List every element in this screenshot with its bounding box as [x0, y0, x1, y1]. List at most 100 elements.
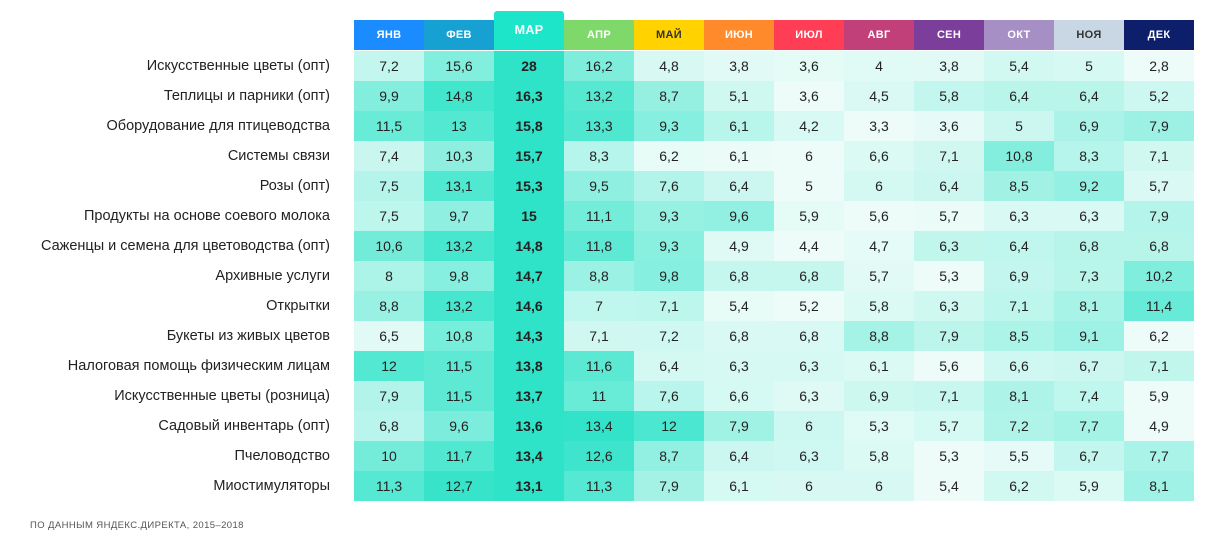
heatmap-cell: 4: [844, 51, 914, 81]
heatmap-cell: 7,9: [704, 411, 774, 441]
row-label: Садовый инвентарь (опт): [158, 418, 330, 434]
heatmap-cell: 7,7: [1054, 411, 1124, 441]
heatmap-cell: 11,3: [354, 471, 424, 501]
heatmap-cell: 13,1: [494, 471, 564, 501]
heatmap-cell: 15,3: [494, 171, 564, 201]
heatmap-cell: 4,2: [774, 111, 844, 141]
heatmap-cell: 6: [844, 171, 914, 201]
heatmap-cell: 11,5: [424, 381, 494, 411]
heatmap-cell: 2,8: [1124, 51, 1194, 81]
heatmap-cell: 9,9: [354, 81, 424, 111]
heatmap-cell: 6,3: [914, 231, 984, 261]
heatmap-cell: 6,6: [704, 381, 774, 411]
heatmap-cell: 9,6: [424, 411, 494, 441]
heatmap-cell: 8,7: [634, 81, 704, 111]
heatmap-cell: 13,1: [424, 171, 494, 201]
heatmap-cell: 7,9: [354, 381, 424, 411]
heatmap-cell: 6: [774, 411, 844, 441]
heatmap-cell: 7,5: [354, 201, 424, 231]
heatmap-cell: 6,1: [844, 351, 914, 381]
heatmap-cell: 11,3: [564, 471, 634, 501]
heatmap-cell: 8,7: [634, 441, 704, 471]
row-label: Букеты из живых цветов: [166, 328, 330, 344]
heatmap-cell: 5: [774, 171, 844, 201]
heatmap-cell: 14,7: [494, 261, 564, 291]
row-label: Искусственные цветы (розница): [114, 388, 330, 404]
heatmap-cell: 14,8: [494, 231, 564, 261]
heatmap-cell: 5,7: [1124, 171, 1194, 201]
heatmap-cell: 12: [354, 351, 424, 381]
heatmap-cell: 12,6: [564, 441, 634, 471]
heatmap-cell: 6,4: [634, 351, 704, 381]
heatmap-cell: 5,6: [914, 351, 984, 381]
heatmap-cell: 4,4: [774, 231, 844, 261]
heatmap-cell: 9,3: [634, 111, 704, 141]
heatmap-cell: 12: [634, 411, 704, 441]
heatmap-cell: 6,9: [1054, 111, 1124, 141]
heatmap-cell: 7,1: [1124, 351, 1194, 381]
heatmap-cell: 6,4: [914, 171, 984, 201]
heatmap-cell: 5,4: [704, 291, 774, 321]
heatmap-cell: 9,8: [424, 261, 494, 291]
heatmap-cell: 15,6: [424, 51, 494, 81]
heatmap-cell: 4,9: [704, 231, 774, 261]
heatmap-cell: 3,6: [774, 51, 844, 81]
heatmap-cell: 5,3: [914, 261, 984, 291]
heatmap-cell: 5: [984, 111, 1054, 141]
heatmap-cell: 5,5: [984, 441, 1054, 471]
heatmap-cell: 5,6: [844, 201, 914, 231]
heatmap-cell: 6,2: [1124, 321, 1194, 351]
heatmap-cell: 8,8: [844, 321, 914, 351]
heatmap-cell: 11,6: [564, 351, 634, 381]
heatmap-cell: 7,9: [1124, 201, 1194, 231]
heatmap-cell: 8,1: [1124, 471, 1194, 501]
row-label: Теплицы и парники (опт): [163, 88, 330, 104]
heatmap-cell: 6,3: [774, 351, 844, 381]
heatmap-cell: 9,3: [634, 231, 704, 261]
column-header-1: ФЕВ: [424, 20, 494, 50]
heatmap-cell: 6,9: [844, 381, 914, 411]
row-label: Саженцы и семена для цветоводства (опт): [40, 238, 330, 254]
heatmap-cell: 7,6: [634, 381, 704, 411]
heatmap-cell: 5: [1054, 51, 1124, 81]
heatmap-cell: 4,5: [844, 81, 914, 111]
heatmap-cell: 5,1: [704, 81, 774, 111]
heatmap-cell: 11,5: [354, 111, 424, 141]
heatmap-cell: 7,2: [354, 51, 424, 81]
heatmap-cell: 15: [494, 201, 564, 231]
heatmap-cell: 10,2: [1124, 261, 1194, 291]
heatmap-cell: 28: [494, 51, 564, 81]
heatmap-cell: 7,2: [984, 411, 1054, 441]
heatmap-cell: 7,4: [1054, 381, 1124, 411]
column-header-9: ОКТ: [984, 20, 1054, 50]
heatmap-cell: 6,3: [914, 291, 984, 321]
heatmap-cell: 6,9: [984, 261, 1054, 291]
heatmap-cell: 6: [774, 141, 844, 171]
heatmap-cell: 6,8: [774, 261, 844, 291]
heatmap-cell: 6,8: [354, 411, 424, 441]
heatmap-cell: 8,1: [984, 381, 1054, 411]
column-header-2: МАР: [494, 11, 564, 50]
heatmap-cell: 6,8: [704, 261, 774, 291]
heatmap-cell: 7,7: [1124, 441, 1194, 471]
heatmap-cell: 3,3: [844, 111, 914, 141]
row-label: Архивные услуги: [215, 268, 330, 284]
heatmap-cell: 10,6: [354, 231, 424, 261]
heatmap-cell: 9,2: [1054, 171, 1124, 201]
heatmap-cell: 5,9: [1054, 471, 1124, 501]
heatmap-cell: 7,9: [1124, 111, 1194, 141]
heatmap-cell: 13: [424, 111, 494, 141]
heatmap-cell: 6,8: [1054, 231, 1124, 261]
heatmap-cell: 4,8: [634, 51, 704, 81]
heatmap-cell: 5,9: [774, 201, 844, 231]
heatmap-cell: 7,3: [1054, 261, 1124, 291]
heatmap-cell: 6,1: [704, 141, 774, 171]
heatmap-cell: 11,1: [564, 201, 634, 231]
heatmap-cell: 8,1: [1054, 291, 1124, 321]
heatmap-cell: 13,3: [564, 111, 634, 141]
heatmap-cell: 6,1: [704, 471, 774, 501]
column-header-4: МАЙ: [634, 20, 704, 50]
heatmap-cell: 7,1: [1124, 141, 1194, 171]
heatmap-cell: 7,6: [634, 171, 704, 201]
row-label: Пчеловодство: [234, 448, 331, 464]
